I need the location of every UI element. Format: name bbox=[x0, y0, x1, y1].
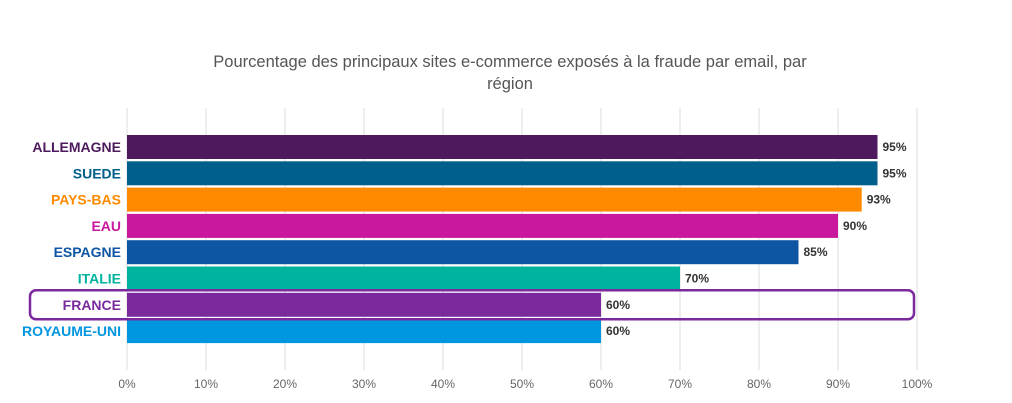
bar-suede bbox=[127, 161, 878, 186]
highlight-box-france bbox=[28, 289, 916, 321]
x-tick-label: 0% bbox=[118, 377, 136, 391]
value-label: 85% bbox=[804, 245, 828, 259]
bar-pays-bas bbox=[127, 187, 862, 212]
bar-eau bbox=[127, 213, 838, 238]
category-label: ITALIE bbox=[78, 271, 121, 287]
x-tick-label: 80% bbox=[747, 377, 771, 391]
x-axis-ticks: 0% 10% 20% 30% 40% 50% 60% 70% 80% 90% 100% bbox=[118, 377, 932, 391]
chart-title-line-1: Pourcentage des principaux sites e-comme… bbox=[213, 53, 807, 71]
category-label: FRANCE bbox=[63, 297, 121, 313]
x-tick-label: 30% bbox=[352, 377, 376, 391]
bar-italie bbox=[127, 266, 680, 291]
category-label: ESPAGNE bbox=[54, 244, 121, 260]
x-tick-label: 70% bbox=[668, 377, 692, 391]
x-tick-label: 60% bbox=[589, 377, 613, 391]
category-label: PAYS-BAS bbox=[51, 192, 121, 208]
chart-title: Pourcentage des principaux sites e-comme… bbox=[180, 51, 840, 95]
category-label: ALLEMAGNE bbox=[32, 139, 121, 155]
x-tick-label: 90% bbox=[826, 377, 850, 391]
x-tick-label: 50% bbox=[510, 377, 534, 391]
x-tick-label: 10% bbox=[194, 377, 218, 391]
x-tick-label: 20% bbox=[273, 377, 297, 391]
value-label: 93% bbox=[867, 193, 891, 207]
bar-espagne bbox=[127, 240, 799, 265]
chart-title-line-2: région bbox=[487, 75, 533, 93]
category-label: SUEDE bbox=[73, 165, 121, 181]
x-tick-label: 100% bbox=[902, 377, 933, 391]
bar-allemagne bbox=[127, 135, 878, 159]
highlight bbox=[28, 289, 916, 321]
value-label: 60% bbox=[606, 324, 630, 338]
category-label: EAU bbox=[91, 218, 121, 234]
bar-france bbox=[127, 292, 601, 317]
value-label: 90% bbox=[843, 219, 867, 233]
value-label: 95% bbox=[883, 140, 907, 154]
category-label: ROYAUME-UNI bbox=[22, 323, 121, 339]
bars bbox=[127, 135, 878, 344]
value-label: 60% bbox=[606, 298, 630, 312]
labels: ALLEMAGNE 95% SUEDE 95% PAYS-BAS 93% EAU 90% ESP… bbox=[22, 139, 907, 339]
value-label: 70% bbox=[685, 272, 709, 286]
bar-royaume-uni bbox=[127, 319, 601, 344]
x-tick-label: 40% bbox=[431, 377, 455, 391]
value-label: 95% bbox=[883, 166, 907, 180]
